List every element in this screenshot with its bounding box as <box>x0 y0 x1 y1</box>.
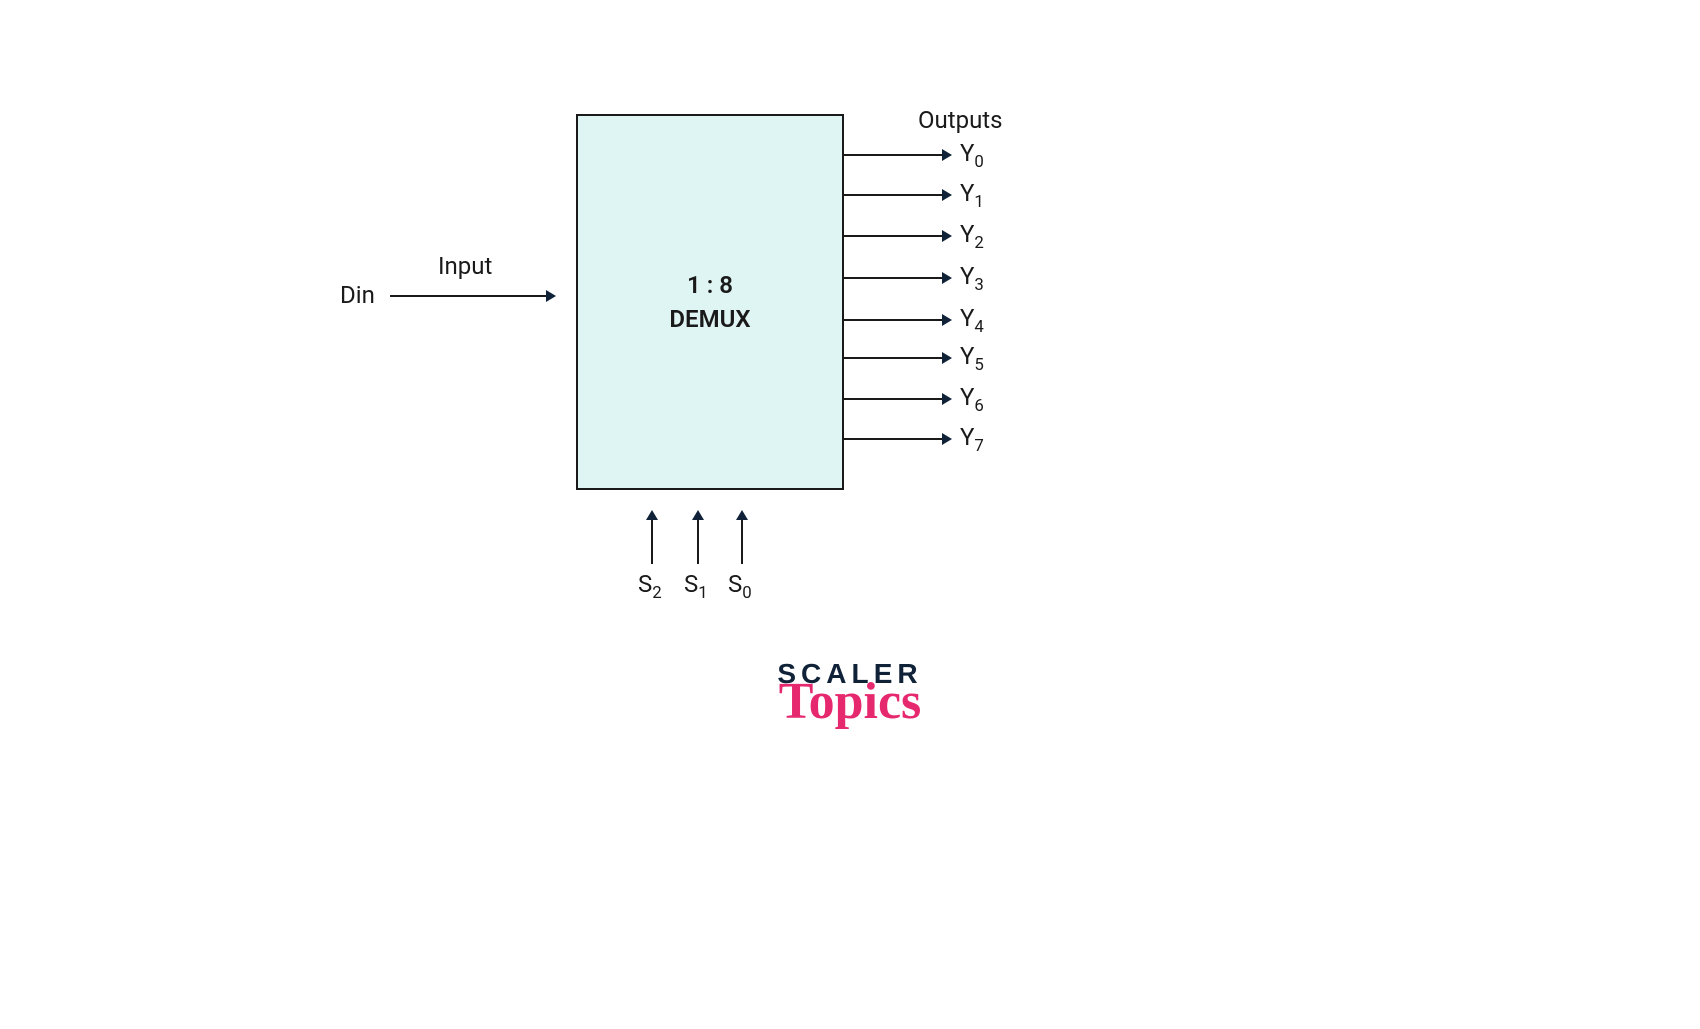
select-arrow-2 <box>0 0 1700 1029</box>
scaler-topics-logo: SCALER Topics <box>777 658 922 728</box>
logo-word-topics: Topics <box>777 676 922 728</box>
select-pin-label-2: S0 <box>728 570 752 598</box>
diagram-canvas: 1 : 8 DEMUX Input Din Outputs Y0Y1Y2Y3Y4… <box>0 0 1700 1029</box>
